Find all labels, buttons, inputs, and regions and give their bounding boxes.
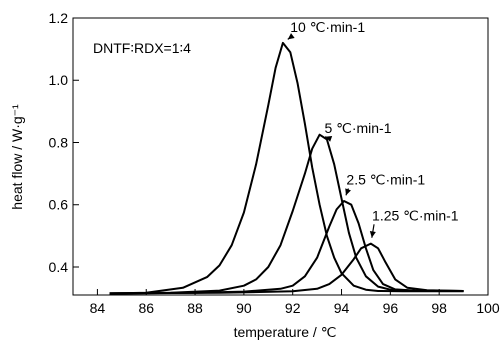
x-tick-label: 92: [285, 300, 301, 316]
y-axis-ticks: 0.4 0.6 0.8 1.0 1.2: [49, 10, 79, 275]
x-tick-label: 94: [334, 300, 350, 316]
series-curve: [109, 242, 464, 295]
series-label: 2.5 ℃·min-1: [346, 172, 425, 188]
series-label-arrowhead: [369, 231, 376, 238]
y-tick-label: 0.8: [49, 134, 69, 150]
series-label: 5 ℃·min-1: [324, 120, 391, 136]
y-tick-label: 0.6: [49, 197, 69, 213]
series-label-arrowhead: [287, 33, 295, 40]
series-labels: 10 ℃·min-1 5 ℃·min-1 2.5 ℃·min-1 1.25 ℃·min…: [287, 19, 459, 238]
heat-flow-curves: [109, 41, 464, 295]
series-label: 10 ℃·min-1: [290, 19, 365, 35]
x-tick-label: 98: [431, 300, 447, 316]
x-tick-label: 86: [138, 300, 154, 316]
x-tick-label: 100: [476, 300, 500, 316]
x-tick-label: 90: [236, 300, 252, 316]
series-label-arrowhead: [345, 188, 351, 196]
x-tick-label: 84: [90, 300, 106, 316]
series-label-arrowhead: [325, 135, 333, 142]
series-label: 1.25 ℃·min-1: [372, 207, 459, 223]
y-axis-label: heat flow / W·g⁻¹: [9, 104, 25, 210]
x-axis-label: temperature / ℃: [234, 324, 337, 340]
series-curve: [109, 41, 464, 295]
y-tick-label: 1.2: [49, 10, 69, 26]
series-curve: [109, 133, 464, 295]
series-curve: [109, 200, 464, 295]
x-tick-label: 88: [187, 300, 203, 316]
x-axis-ticks: 84 86 88 90 92 94 96 98 100: [90, 289, 500, 316]
plot-frame: [72, 17, 489, 296]
y-tick-label: 0.4: [49, 259, 69, 275]
x-tick-label: 96: [383, 300, 399, 316]
y-tick-label: 1.0: [49, 72, 69, 88]
ratio-annotation: DNTF∶RDX=1∶4: [93, 40, 191, 56]
